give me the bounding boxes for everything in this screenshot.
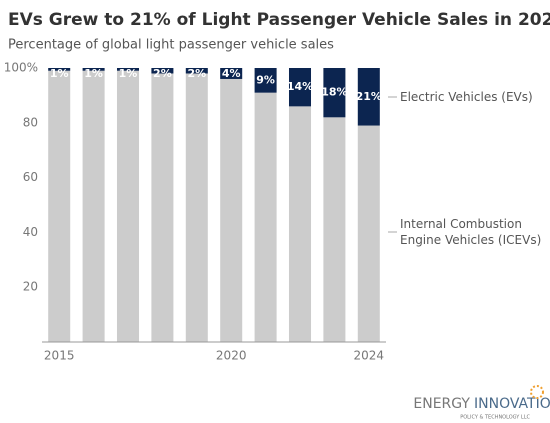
bar-segment [288,106,312,342]
bar-segment [220,78,243,343]
logo-tagline: POLICY & TECHNOLOGY LLC [460,415,530,421]
x-tick-label: 2020 [216,349,247,363]
logo-secondary: INNOVATION [474,396,550,412]
bar-segment [82,70,105,343]
y-tick-label: 20 [23,280,38,294]
data-label: 2% [153,67,172,80]
bar-segment [48,68,71,71]
y-tick-label: 60 [23,170,38,184]
y-tick-label: 40 [23,225,38,239]
x-tick-label: 2015 [44,349,75,363]
data-label: 2% [187,67,206,80]
y-tick-label: 80 [23,115,38,129]
y-tick-label: 100% [4,61,38,75]
legend-label: Internal Combustion Engine Vehicles (ICE… [400,217,542,247]
bar-segment [151,73,174,342]
logo-icon [530,385,544,399]
bar-segment [323,68,346,118]
chart-subtitle: Percentage of global light passenger veh… [8,38,334,53]
data-label: 18% [321,86,347,99]
bar-segment [288,68,312,107]
legend-label: Electric Vehicles (EVs) [400,90,533,104]
bar-segment [220,68,243,79]
data-label: 1% [84,67,103,80]
data-label: 4% [222,67,241,80]
bar-segment [185,68,208,74]
data-label: 1% [119,67,138,80]
data-label: 14% [287,80,313,93]
bar-segment [323,117,346,342]
bar-segment [151,68,174,74]
data-label: 21% [356,90,382,103]
bar-segment [357,68,380,126]
logo-primary: ENERGY [413,396,470,412]
bar-segment [254,92,277,342]
x-tick-label: 2024 [354,349,385,363]
bar-segment [185,73,208,342]
bar-segment [116,68,140,71]
bar-segment [254,68,277,93]
bar-segment [82,68,105,71]
bar-segment [357,125,380,342]
data-label: 9% [256,73,275,86]
bar-segment [48,70,71,343]
data-label: 1% [50,67,69,80]
bar-segment [116,70,140,343]
chart-title: EVs Grew to 21% of Light Passenger Vehic… [8,10,550,30]
